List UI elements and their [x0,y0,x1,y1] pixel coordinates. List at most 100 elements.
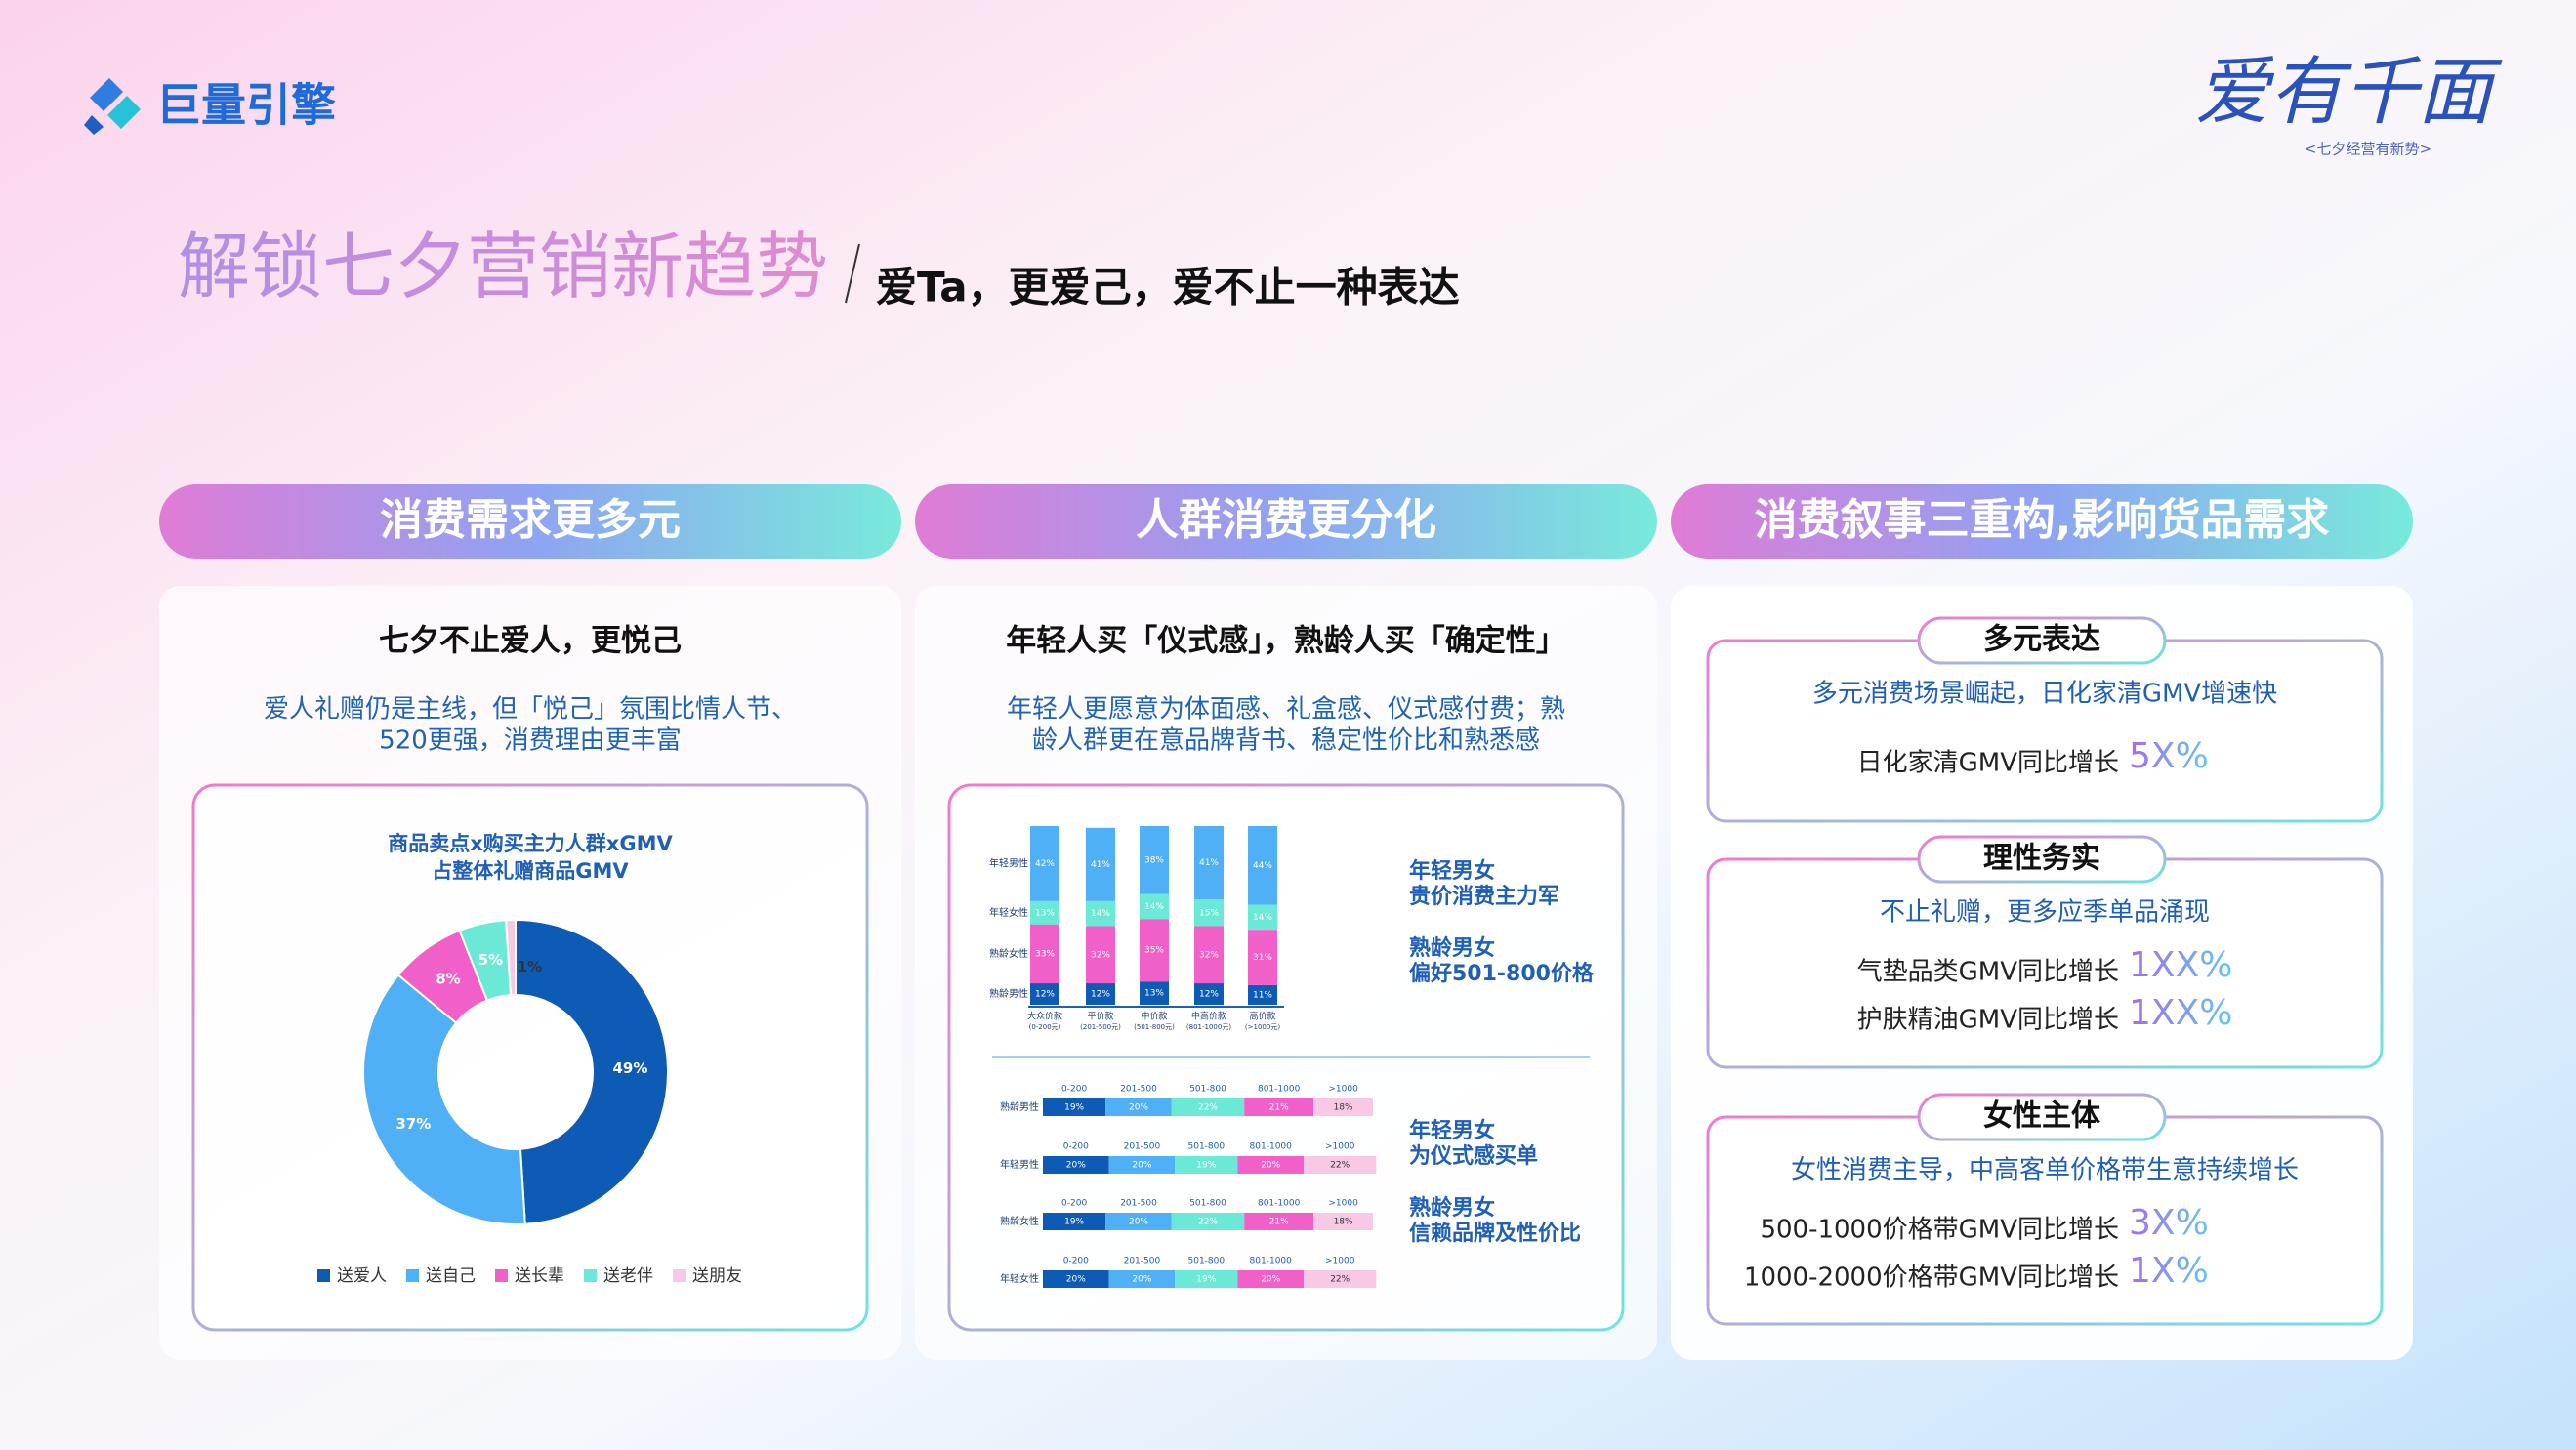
feature-tag-text: 理性务实 [1983,842,2100,876]
feature-desc: 女性消费主导，中高客单价格带生意持续增长 [1791,1156,2299,1185]
feature-tag [1917,616,2167,665]
hbar-segment [1244,1213,1314,1230]
hbar-header: 201-500 [1124,1257,1161,1266]
x-tick-label: 大众价款 [1027,1011,1062,1022]
hbar-header: 201-500 [1120,1199,1157,1209]
chart-note: 熟龄男女 [1409,1195,1495,1221]
feature-tag-text: 女性主体 [1983,1099,2101,1134]
hbar-segment [1313,1213,1373,1230]
hbar-segment [1108,1156,1176,1174]
hbar-label: 20% [1066,1275,1086,1285]
heading-pill [159,484,901,559]
stacked-segment [1248,984,1277,1005]
hbar-label: 20% [1261,1161,1280,1171]
hbar-label: 22% [1330,1161,1350,1171]
hbar-header: 201-500 [1124,1142,1161,1152]
series-label: 熟龄女性 [989,947,1028,960]
stacked-segment [1248,904,1277,931]
hbar-label: 20% [1129,1103,1148,1113]
hbar-segment [1171,1098,1245,1116]
segment-label: 13% [1035,908,1055,918]
segment-label: 32% [1091,950,1110,960]
hbar-segment [1304,1270,1377,1288]
chart-note: 熟龄男女 [1409,935,1495,961]
feature-tag [1917,1093,2167,1141]
chart-note: 年轻男女 [1409,1118,1495,1143]
donut-label: 5% [478,951,503,969]
feature-value: 5X% [2129,736,2209,776]
segment-label: 14% [1144,902,1164,912]
series-label: 年轻男性 [989,856,1028,869]
segment-label: 41% [1199,858,1219,868]
chart-box [191,783,869,1332]
stacked-segment [1140,981,1169,1005]
row-label: 熟龄女性 [1000,1215,1039,1227]
stacked-segment [1194,899,1224,927]
x-tick-label: 中价款 [1141,1011,1167,1022]
hbar-header: 501-800 [1189,1199,1226,1209]
segment-label: 38% [1144,855,1164,865]
feature-tag-text: 多元表达 [1983,623,2100,657]
segment-label: 12% [1199,990,1219,1000]
series-label: 年轻女性 [989,906,1028,919]
hbar-label: 18% [1334,1218,1353,1227]
hbar-header: 0-200 [1063,1257,1089,1266]
feature-label: 日化家清GMV同比增长 [1857,749,2119,778]
hbar-header: 801-1000 [1250,1257,1293,1266]
hbar-label: 19% [1196,1275,1216,1285]
slide-title: 解锁七夕营销新趋势 [178,226,828,310]
legend-label: 送朋友 [692,1266,742,1286]
chart-title: 商品卖点x购买主力人群xGMV [388,832,673,855]
stacked-segment [1086,926,1115,984]
stacked-segment [1140,919,1169,982]
stacked-segment [1194,926,1224,984]
stacked-segment [1140,826,1169,894]
legend-swatch [584,1269,597,1282]
legend-label: 送爱人 [337,1266,387,1286]
segment-label: 12% [1035,990,1055,1000]
feature-value: 3X% [2129,1203,2209,1243]
stacked-segment [1030,826,1059,901]
x-tick-note: (501-800元) [1134,1023,1175,1031]
panel-desc: 爱人礼赠仍是主线，但「悦己」氛围比情人节、 [264,695,797,725]
segment-label: 33% [1035,949,1055,959]
feature-desc: 不止礼赠，更多应季单品涌现 [1880,898,2210,928]
hbar-label: 20% [1132,1161,1151,1171]
feature-label: 500-1000价格带GMV同比增长 [1760,1216,2119,1245]
hbar-header: 801-1000 [1258,1085,1301,1095]
hbar-segment [1105,1213,1172,1230]
x-tick-label: 高价款 [1249,1011,1275,1022]
brand: 爱有千面 [2195,48,2503,135]
panel-desc: 年轻人更愿意为体面感、礼盒感、仪式感付费；熟 [1007,695,1565,725]
x-tick-note: (>1000元) [1245,1023,1280,1031]
segment-label: 15% [1199,908,1219,918]
legend-swatch [406,1269,419,1282]
hbar-segment [1313,1098,1373,1116]
stacked-segment [1248,826,1277,905]
x-tick-label: 平价款 [1087,1011,1113,1022]
hbar-header: 501-800 [1188,1257,1226,1266]
segment-label: 14% [1091,909,1110,919]
hbar-header: >1000 [1325,1257,1355,1266]
hbar-segment [1043,1270,1109,1288]
feature-label: 护肤精油GMV同比增长 [1857,1006,2119,1035]
hbar-label: 20% [1132,1275,1151,1285]
feature-value: 1XX% [2129,993,2232,1033]
donut-label: 37% [395,1115,431,1133]
segment-label: 42% [1035,859,1055,869]
panel-heading: 消费需求更多元 [380,495,681,545]
hbar-segment [1105,1098,1172,1116]
segment-label: 35% [1144,946,1164,956]
hbar-segment [1244,1098,1314,1116]
hbar-segment [1043,1156,1109,1174]
segment-label: 41% [1091,860,1110,870]
hbar-segment [1175,1156,1238,1174]
hbar-label: 18% [1334,1103,1353,1113]
hbar-header: 501-800 [1189,1085,1226,1095]
slide-subtitle: 爱Ta，更爱己，爱不止一种表达 [876,264,1460,311]
segment-label: 31% [1253,953,1272,963]
feature-label: 气垫品类GMV同比增长 [1857,958,2119,987]
chart-note: 为仪式感买单 [1409,1143,1538,1169]
